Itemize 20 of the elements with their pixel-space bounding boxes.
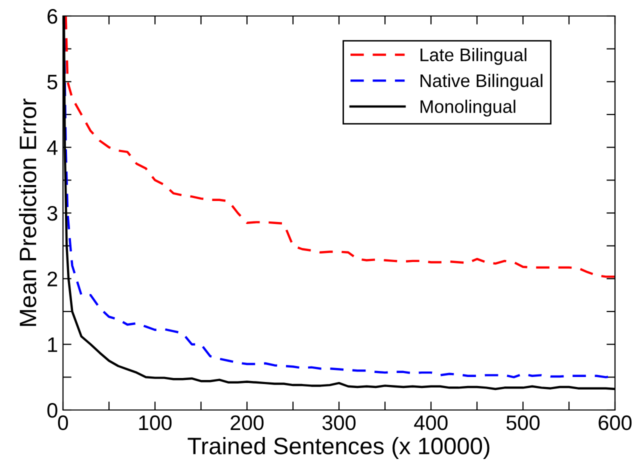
x-tick-label: 200 bbox=[230, 415, 264, 430]
y-tick-label: 6 bbox=[48, 9, 58, 24]
legend-label: Late Bilingual bbox=[420, 48, 526, 65]
y-axis-title: Mean Prediction Error bbox=[18, 98, 36, 326]
x-axis-title: Trained Sentences (x 10000) bbox=[188, 437, 490, 460]
x-tick-label: 500 bbox=[506, 415, 540, 430]
line-series bbox=[64, 16, 615, 278]
x-tick-label: 600 bbox=[598, 415, 632, 430]
y-tick-label: 4 bbox=[47, 140, 58, 155]
y-tick-label: 5 bbox=[47, 74, 58, 90]
y-tick-label: 0 bbox=[47, 403, 58, 418]
x-tick-label: 0 bbox=[58, 415, 68, 430]
legend-label: Monolingual bbox=[420, 100, 516, 117]
y-tick-label: 1 bbox=[48, 338, 58, 352]
legend-label: Native Bilingual bbox=[420, 74, 542, 91]
x-tick-label: 400 bbox=[414, 415, 448, 430]
x-tick-label: 300 bbox=[322, 415, 356, 430]
x-tick-label: 100 bbox=[139, 415, 172, 430]
y-tick-label: 3 bbox=[47, 206, 58, 221]
y-tick-label: 2 bbox=[48, 272, 58, 286]
